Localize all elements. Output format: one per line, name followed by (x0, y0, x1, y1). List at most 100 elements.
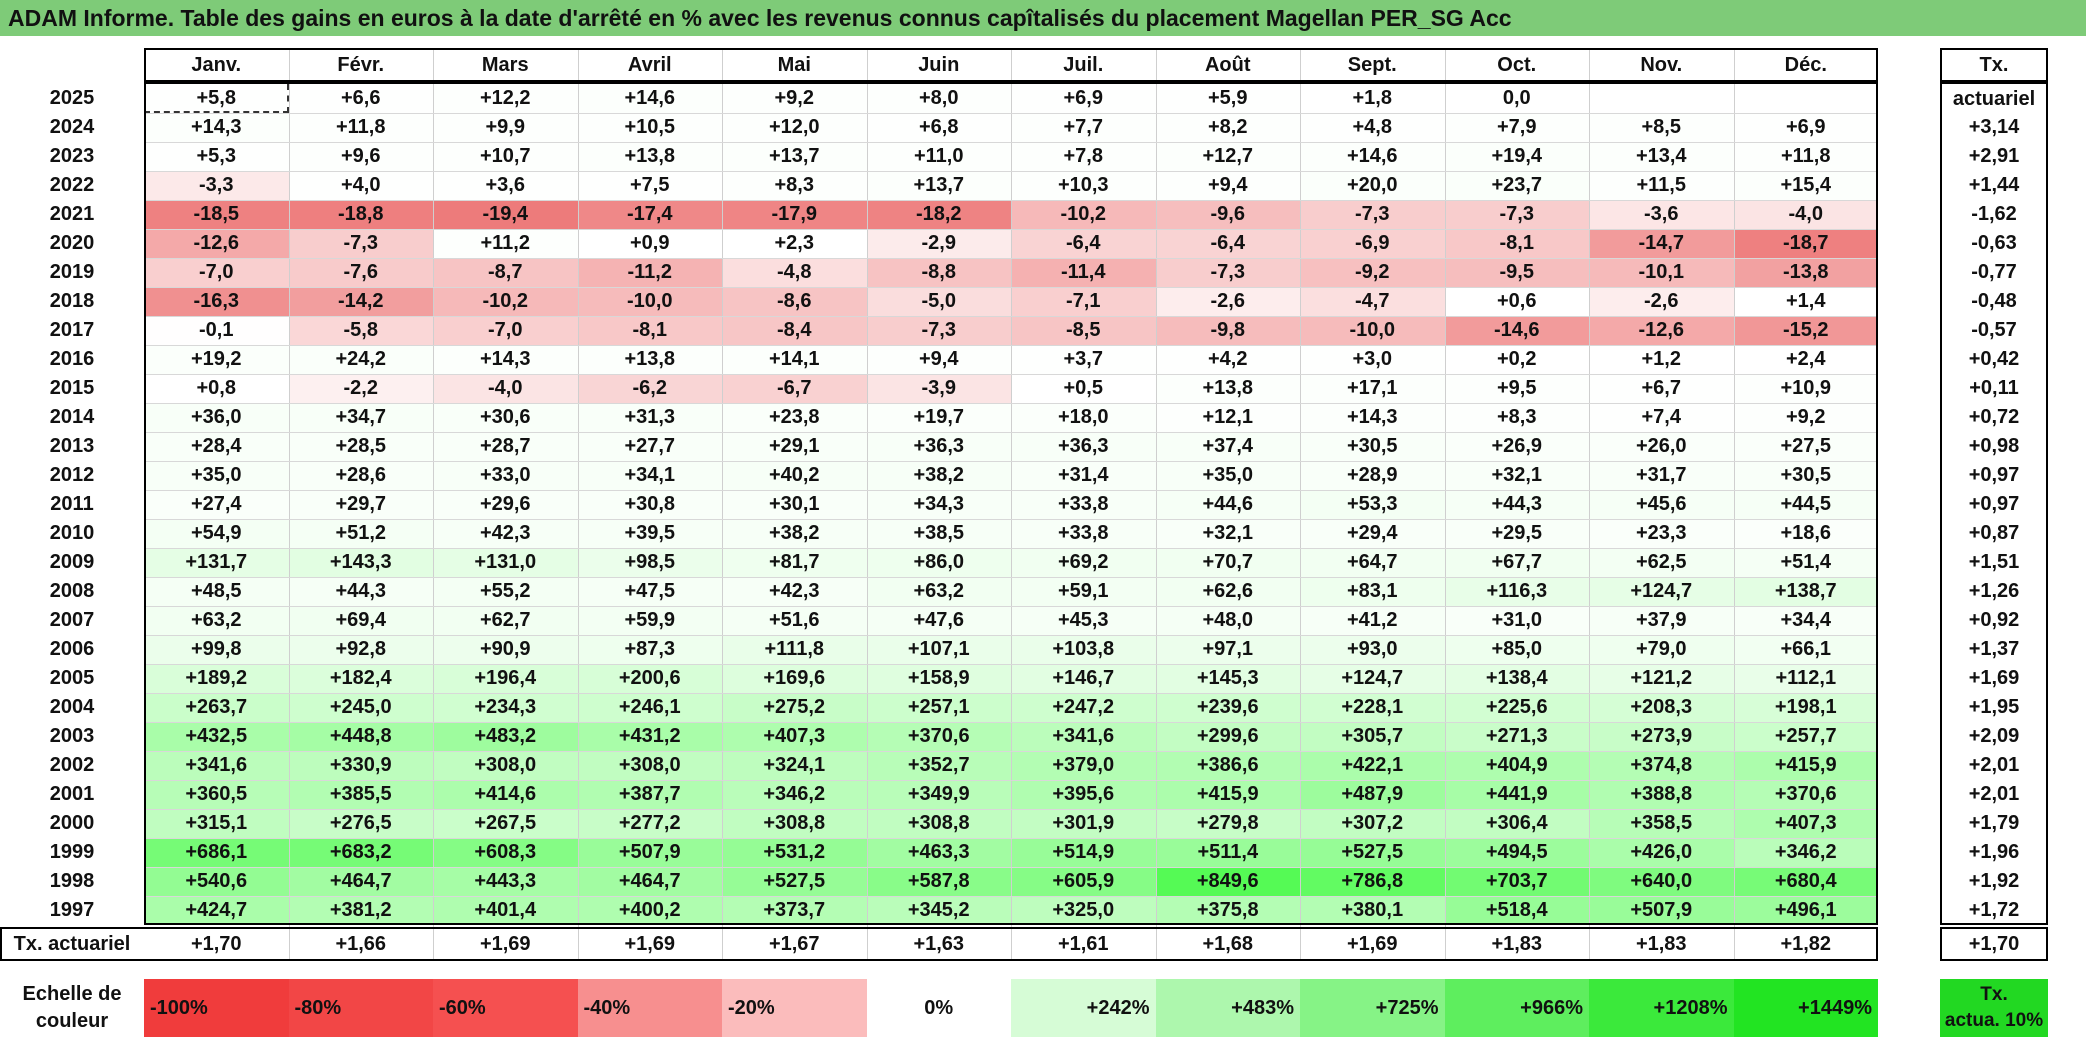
table-cell: +143,3 (288, 548, 433, 577)
table-cell: +42,3 (722, 577, 867, 606)
table-cell: +9,2 (1733, 403, 1878, 432)
color-scale-swatch: -100% (144, 979, 289, 1037)
year-label: 2002 (49, 754, 95, 776)
year-label: 2003 (49, 725, 95, 747)
table-cell: +13,8 (577, 142, 722, 171)
table-cell: -18,5 (144, 200, 289, 229)
table-cell: -13,8 (1733, 258, 1878, 287)
table-cell: +19,2 (144, 345, 289, 374)
table-cell: +267,5 (433, 809, 578, 838)
table-cell: +9,5 (1444, 374, 1589, 403)
tx-actuariel-month: +1,83 (1491, 933, 1543, 955)
grid-line (577, 48, 579, 961)
tx-actuariel-month: +1,63 (913, 933, 965, 955)
table-cell: +34,7 (288, 403, 433, 432)
table-cell: +51,4 (1733, 548, 1878, 577)
table-cell: +1,2 (1589, 345, 1734, 374)
table-cell: +263,7 (144, 693, 289, 722)
table-cell: +27,5 (1733, 432, 1878, 461)
color-scale-label-line2: couleur (35, 1010, 109, 1032)
table-cell: +14,1 (722, 345, 867, 374)
table-cell: +341,6 (1011, 722, 1156, 751)
table-cell: -6,9 (1300, 229, 1445, 258)
tx-actuariel-month: +1,69 (479, 933, 531, 955)
month-header: Sept. (1347, 54, 1397, 76)
table-cell: +53,3 (1300, 490, 1445, 519)
table-cell: +7,8 (1011, 142, 1156, 171)
month-header: Août (1204, 54, 1251, 76)
year-label: 2018 (49, 290, 95, 312)
table-cell: +19,7 (866, 403, 1011, 432)
year-label: 2023 (49, 145, 95, 167)
grid-line (144, 606, 1878, 607)
year-label: 2006 (49, 638, 95, 660)
tx-actuariel-cell: +1,44 (1968, 174, 2020, 196)
table-cell: +370,6 (1733, 780, 1878, 809)
table-cell: +44,3 (1444, 490, 1589, 519)
table-cell: +47,5 (577, 577, 722, 606)
table-cell: +514,9 (1011, 838, 1156, 867)
table-cell (1733, 84, 1878, 113)
grid-line (288, 48, 290, 961)
grid-line (722, 48, 723, 961)
table-cell: +14,3 (433, 345, 578, 374)
table-cell: +5,8 (144, 84, 289, 113)
table-cell: +26,0 (1589, 432, 1734, 461)
table-cell: +12,2 (433, 84, 578, 113)
table-cell: +387,7 (577, 780, 722, 809)
table-cell: +4,8 (1300, 113, 1445, 142)
year-label: 2011 (50, 493, 94, 515)
table-cell: +849,6 (1155, 867, 1300, 896)
table-cell: +277,2 (577, 809, 722, 838)
grid-line (1300, 48, 1301, 961)
table-cell: -7,0 (144, 258, 289, 287)
table-cell: +511,4 (1155, 838, 1300, 867)
table-cell: +196,4 (433, 664, 578, 693)
table-cell: +379,0 (1011, 751, 1156, 780)
table-cell: -18,2 (866, 200, 1011, 229)
grid-line (1589, 48, 1590, 961)
table-cell: +245,0 (288, 693, 433, 722)
table-cell: -10,0 (577, 287, 722, 316)
table-cell: +13,8 (577, 345, 722, 374)
year-label: 1998 (49, 870, 95, 892)
table-cell: +92,8 (288, 635, 433, 664)
table-cell: +414,6 (433, 780, 578, 809)
table-cell: +400,2 (577, 896, 722, 925)
table-cell: +246,1 (577, 693, 722, 722)
year-label: 2022 (49, 174, 95, 196)
table-cell: -9,2 (1300, 258, 1445, 287)
table-cell: +9,2 (722, 84, 867, 113)
table-cell: +587,8 (866, 867, 1011, 896)
table-cell: +306,4 (1444, 809, 1589, 838)
table-cell: +11,8 (288, 113, 433, 142)
table-cell: +9,9 (433, 113, 578, 142)
table-cell: +443,3 (433, 867, 578, 896)
tx-actuariel-month: +1,82 (1780, 933, 1832, 955)
table-cell: +51,2 (288, 519, 433, 548)
tx-swatch-line2: actua. 10% (1944, 1010, 2044, 1031)
table-cell: +103,8 (1011, 635, 1156, 664)
tx-actuariel-cell: -0,48 (1971, 290, 2017, 312)
table-cell: +0,2 (1444, 345, 1589, 374)
table-cell: +680,4 (1733, 867, 1878, 896)
year-label: 2025 (49, 87, 95, 109)
year-label: 2016 (49, 348, 95, 370)
table-cell: -16,3 (144, 287, 289, 316)
table-cell: +381,2 (288, 896, 433, 925)
table-cell: +0,5 (1011, 374, 1156, 403)
table-cell: -17,4 (577, 200, 722, 229)
month-header: Déc. (1784, 54, 1827, 76)
grid-line (144, 838, 1878, 839)
table-cell: +33,8 (1011, 490, 1156, 519)
table-cell: +8,5 (1589, 113, 1734, 142)
tx-actuariel-month: +1,67 (768, 933, 820, 955)
table-cell: +18,6 (1733, 519, 1878, 548)
table-cell: +24,2 (288, 345, 433, 374)
table-cell: +66,1 (1733, 635, 1878, 664)
table-cell: -8,1 (577, 316, 722, 345)
table-cell: +111,8 (722, 635, 867, 664)
table-cell: +36,0 (144, 403, 289, 432)
color-scale-swatch: -60% (433, 979, 578, 1037)
table-cell: +28,4 (144, 432, 289, 461)
